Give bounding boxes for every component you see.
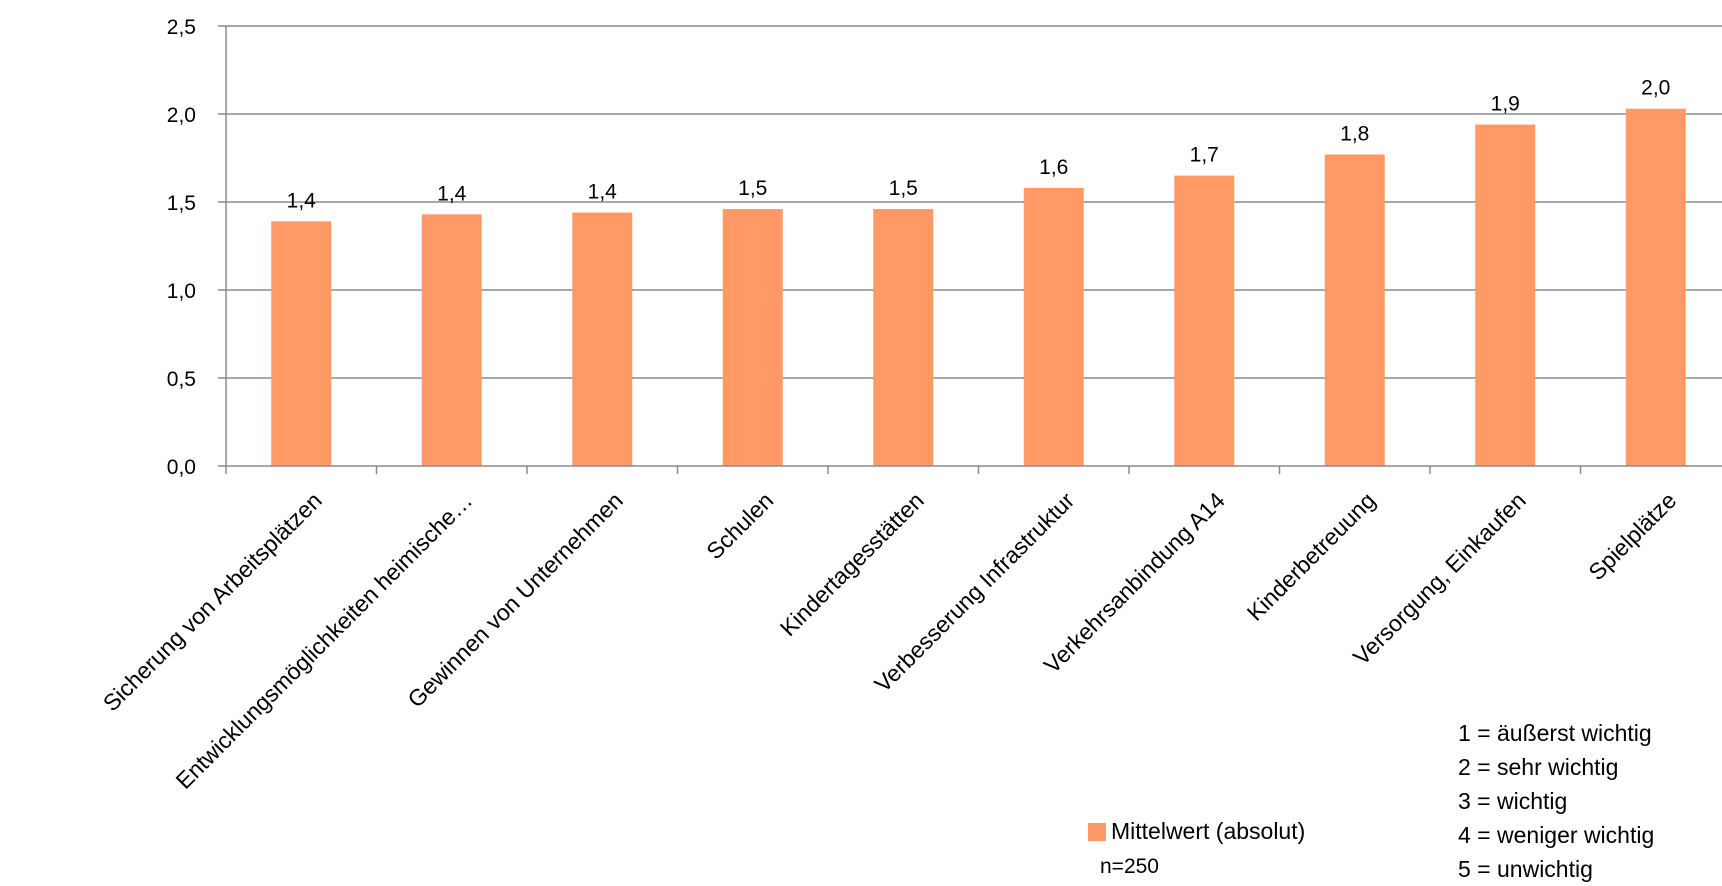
legend-swatch: [1088, 822, 1106, 841]
scale-note: 5 = unwichtig: [1458, 856, 1593, 882]
scale-notes: 1 = äußerst wichtig 2 = sehr wichtig 3 =…: [1458, 716, 1654, 886]
data-label: 1,5: [738, 177, 767, 200]
y-tick-label: 0,5: [167, 368, 196, 391]
bar: [572, 212, 633, 466]
scale-note: 4 = weniger wichtig: [1458, 822, 1655, 848]
sample-size-note: n=250: [1100, 855, 1159, 878]
category-label: Versorgung, Einkaufen: [1348, 487, 1531, 670]
data-label: 1,8: [1340, 122, 1369, 145]
scale-note: 1 = äußerst wichtig: [1458, 720, 1652, 746]
bar: [873, 209, 934, 467]
bar: [1324, 154, 1385, 467]
y-tick-label: 0,0: [167, 456, 196, 479]
scale-note: 3 = wichtig: [1458, 788, 1568, 814]
category-label: Kinderbetreuung: [1242, 487, 1381, 626]
data-label: 1,9: [1491, 93, 1520, 116]
data-label: 1,7: [1190, 144, 1219, 167]
scale-note: 2 = sehr wichtig: [1458, 754, 1619, 780]
bars: [271, 108, 1686, 467]
bar: [421, 214, 482, 466]
bar: [271, 221, 332, 466]
data-label: 1,4: [287, 189, 317, 212]
y-tick-label: 2,0: [167, 104, 196, 127]
bar: [1174, 175, 1235, 466]
data-label: 1,4: [437, 182, 467, 205]
category-label: Schulen: [701, 487, 778, 564]
bar: [1625, 108, 1686, 466]
y-tick-label: 1,0: [167, 280, 196, 303]
y-tick-label: 2,5: [167, 16, 196, 39]
bar: [722, 209, 783, 467]
y-tick-label: 1,5: [167, 192, 196, 215]
legend-label: Mittelwert (absolut): [1111, 818, 1306, 844]
data-label: 1,5: [889, 177, 918, 200]
data-label: 2,0: [1641, 77, 1670, 100]
legend: Mittelwert (absolut): [1088, 818, 1305, 845]
axes: [218, 25, 1722, 474]
category-label: Spielplätze: [1583, 487, 1681, 585]
bar: [1475, 124, 1536, 466]
data-label: 1,4: [588, 181, 618, 204]
category-label: Kindertagesstätten: [775, 487, 929, 641]
bar: [1023, 187, 1084, 467]
category-label: Entwicklungsmöglichkeiten heimische…: [171, 487, 478, 794]
data-label: 1,6: [1039, 156, 1068, 179]
